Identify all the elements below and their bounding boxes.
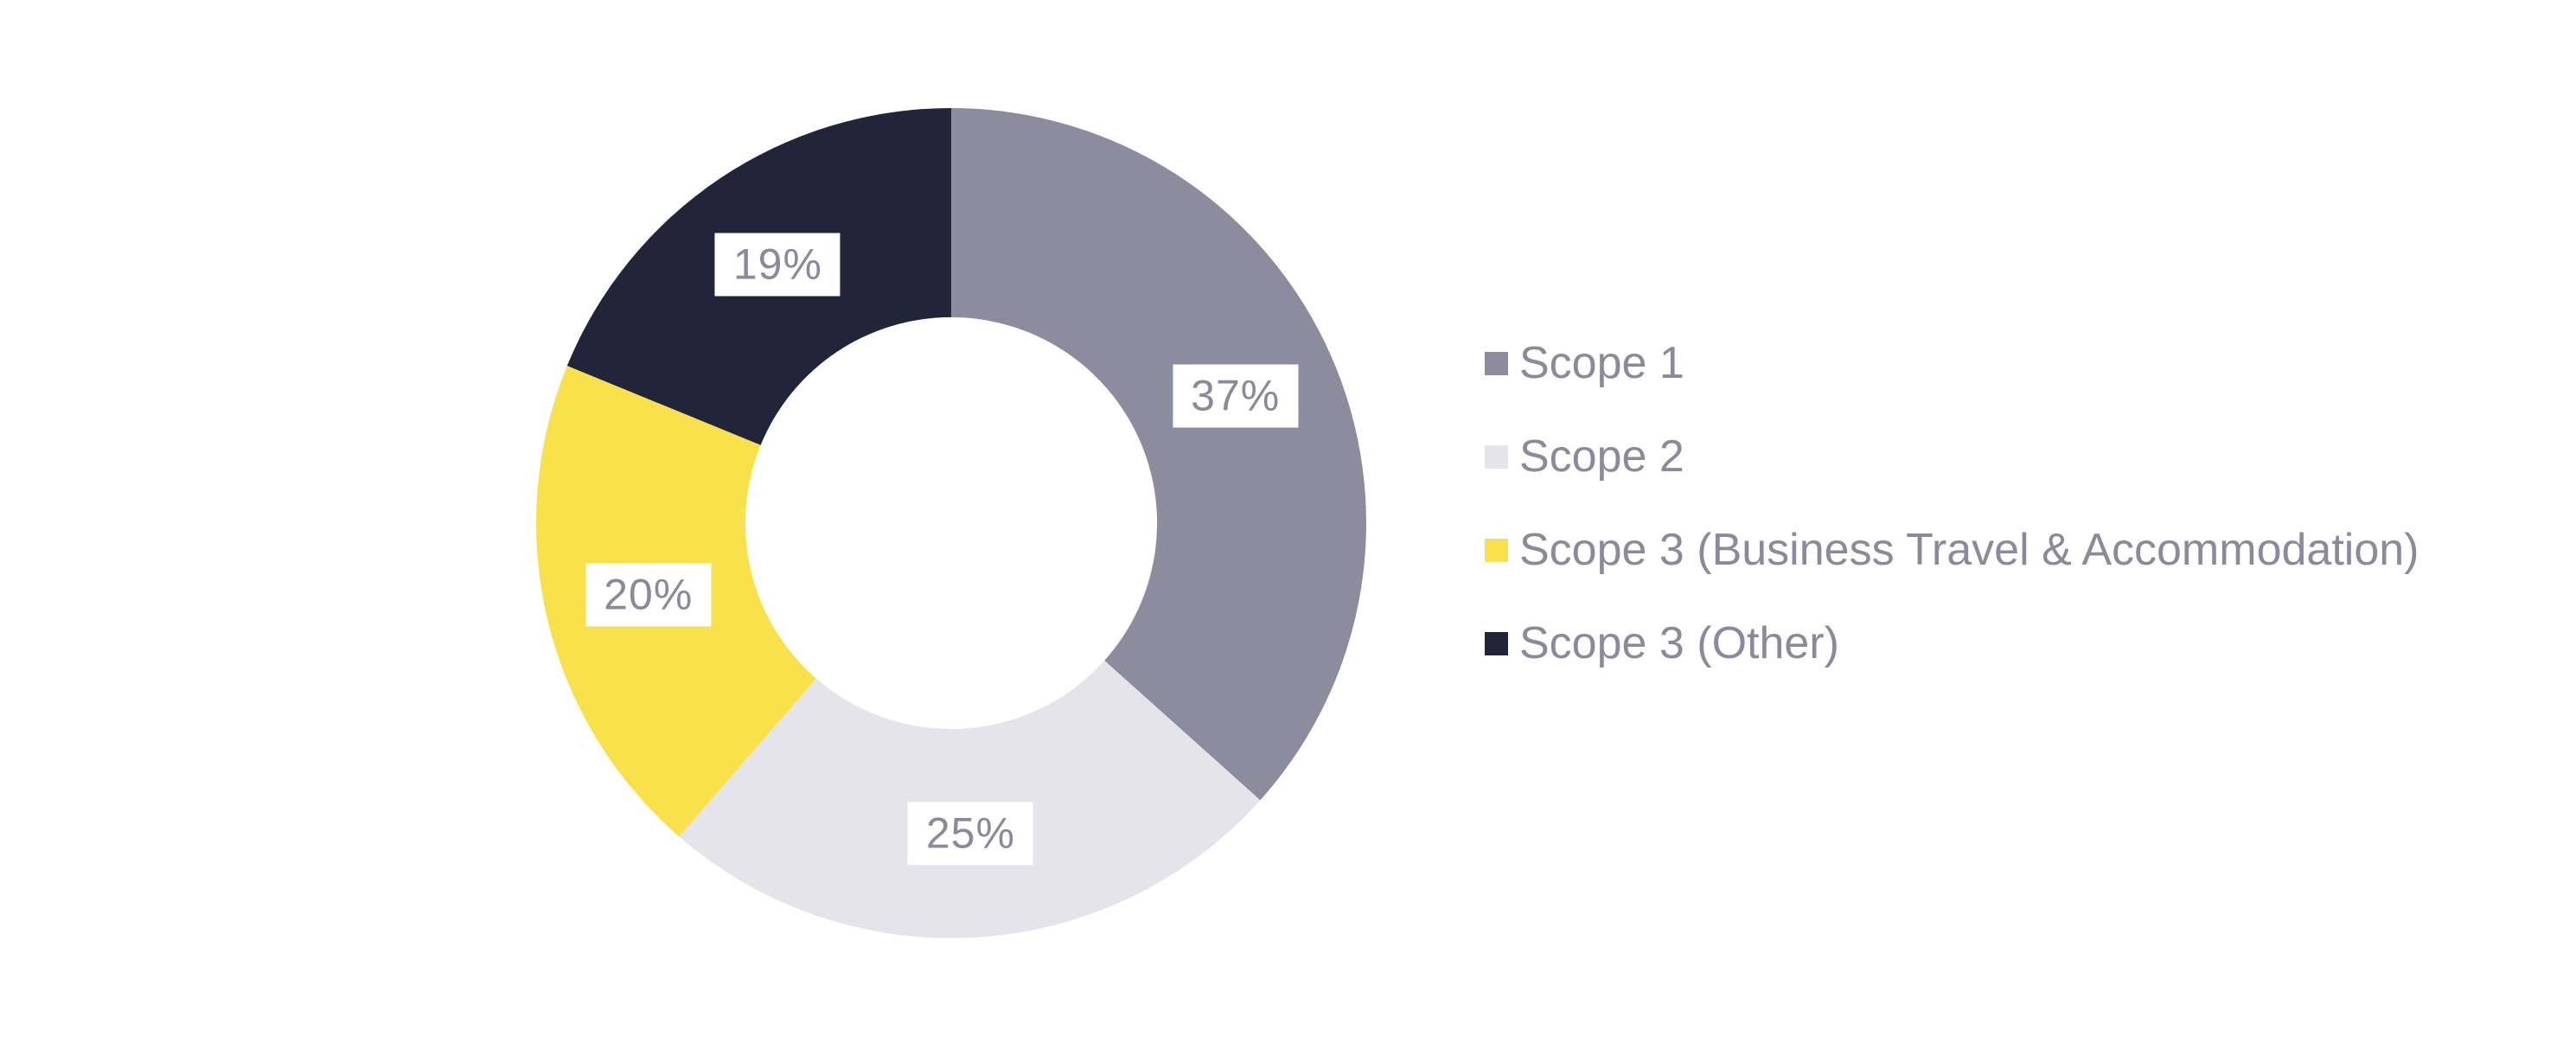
legend-item-scope-3-other[interactable]: Scope 3 (Other) bbox=[1485, 614, 2419, 673]
legend-label: Scope 2 bbox=[1519, 431, 1684, 482]
legend-item-scope-3-business-travel[interactable]: Scope 3 (Business Travel & Accommodation… bbox=[1485, 521, 2419, 579]
legend-item-scope-1[interactable]: Scope 1 bbox=[1485, 334, 2419, 393]
legend-label: Scope 3 (Business Travel & Accommodation… bbox=[1519, 525, 2419, 575]
legend-marker-icon bbox=[1485, 444, 1508, 469]
donut-slice-scope-2[interactable] bbox=[679, 660, 1261, 938]
legend-marker-icon bbox=[1485, 538, 1508, 562]
legend-marker-icon bbox=[1485, 631, 1508, 655]
donut-slice-scope-1[interactable] bbox=[951, 108, 1366, 801]
legend-label: Scope 1 bbox=[1519, 338, 1684, 388]
slice-percentage-label: 20% bbox=[585, 563, 712, 627]
slice-percentage-label: 19% bbox=[714, 233, 841, 297]
slice-percentage-label: 37% bbox=[1173, 364, 1299, 428]
legend-marker-icon bbox=[1485, 351, 1508, 375]
chart-legend: Scope 1 Scope 2 Scope 3 (Business Travel… bbox=[1485, 334, 2419, 707]
slice-percentage-label: 25% bbox=[907, 802, 1033, 866]
legend-item-scope-2[interactable]: Scope 2 bbox=[1485, 427, 2419, 486]
donut-chart: 37% 25% 20% 19% bbox=[536, 108, 1366, 938]
legend-label: Scope 3 (Other) bbox=[1519, 618, 1839, 668]
